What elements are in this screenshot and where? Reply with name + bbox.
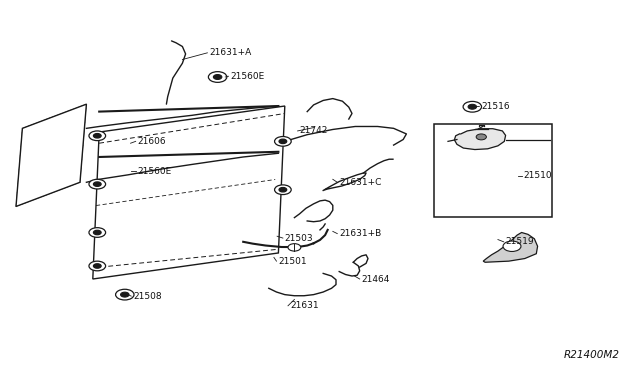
Circle shape [213, 74, 222, 80]
Text: 21742: 21742 [300, 126, 328, 135]
Polygon shape [454, 129, 506, 150]
Circle shape [93, 134, 101, 138]
Circle shape [476, 134, 486, 140]
Text: 21508: 21508 [133, 292, 162, 301]
Circle shape [120, 292, 129, 297]
Circle shape [463, 102, 481, 112]
Text: 21503: 21503 [285, 234, 314, 243]
Circle shape [279, 187, 287, 192]
Text: 21631: 21631 [290, 301, 319, 310]
Text: 21631+C: 21631+C [339, 178, 381, 187]
Circle shape [275, 137, 291, 146]
Circle shape [279, 139, 287, 144]
Circle shape [209, 72, 227, 82]
Text: 21560E: 21560E [138, 167, 172, 176]
Circle shape [93, 264, 101, 268]
Circle shape [89, 131, 106, 141]
Circle shape [89, 228, 106, 237]
Text: 21631+B: 21631+B [339, 229, 381, 238]
Circle shape [89, 179, 106, 189]
Text: 21606: 21606 [138, 137, 166, 146]
Text: 21516: 21516 [481, 102, 510, 111]
Polygon shape [483, 232, 538, 262]
Circle shape [275, 185, 291, 195]
Polygon shape [93, 106, 285, 279]
Text: 21560E: 21560E [230, 72, 265, 81]
Text: 21519: 21519 [506, 237, 534, 246]
Circle shape [89, 261, 106, 271]
Circle shape [288, 244, 301, 251]
Text: R21400M2: R21400M2 [564, 350, 620, 360]
Circle shape [468, 104, 477, 109]
Polygon shape [16, 104, 86, 206]
Circle shape [93, 182, 101, 186]
Circle shape [503, 241, 521, 251]
Text: 21464: 21464 [362, 275, 390, 283]
Text: 21510: 21510 [524, 171, 552, 180]
Text: 21501: 21501 [278, 257, 307, 266]
Circle shape [93, 230, 101, 235]
Text: 21631+A: 21631+A [209, 48, 252, 57]
Circle shape [116, 289, 134, 300]
FancyBboxPatch shape [434, 124, 552, 217]
